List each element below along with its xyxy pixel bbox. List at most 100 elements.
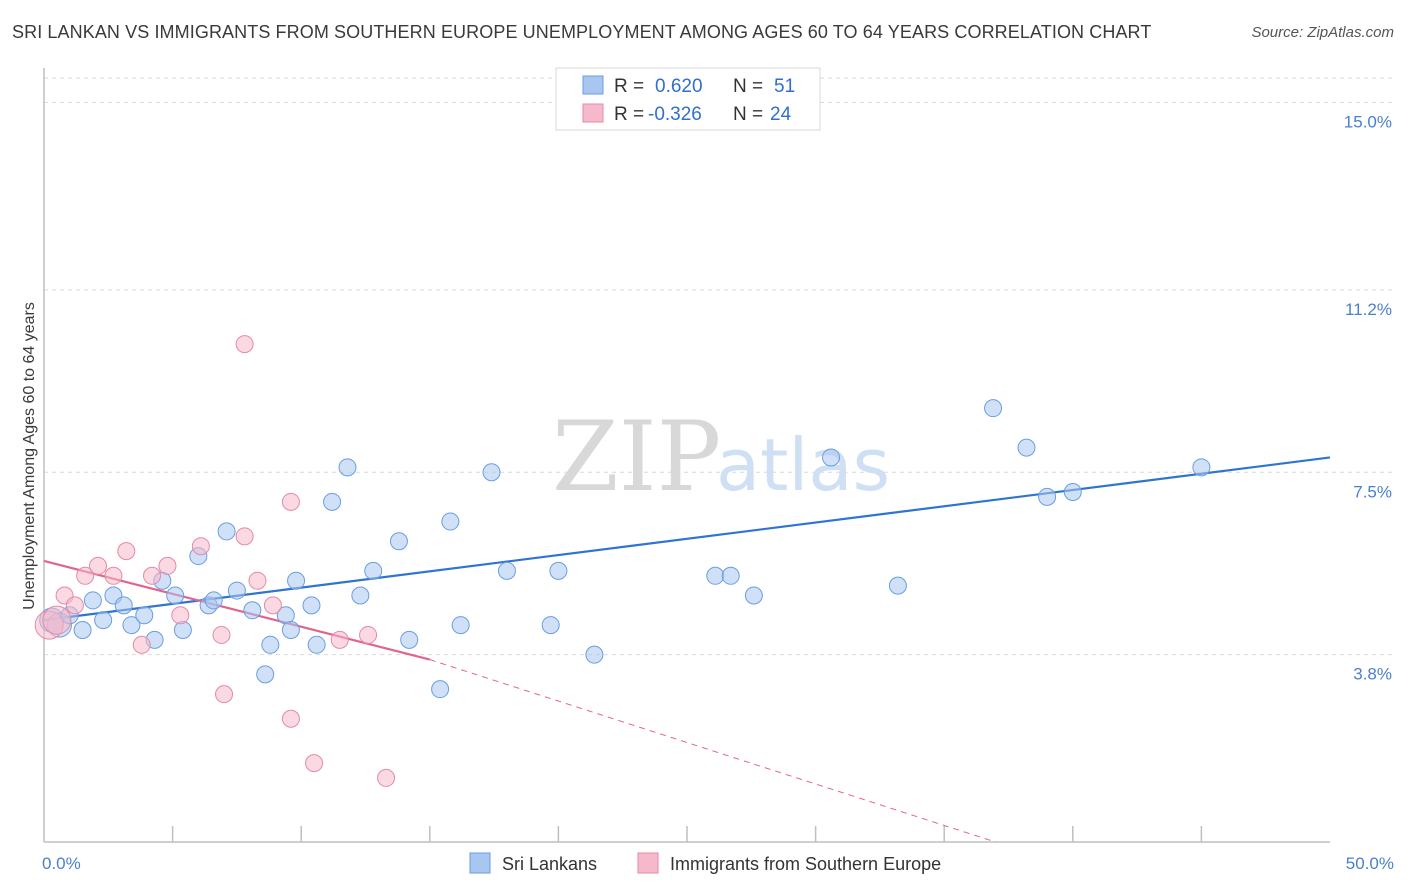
- point-southern-europe: [248, 571, 267, 590]
- x-tick-label: 50.0%: [1346, 854, 1394, 873]
- point-southern-europe: [235, 527, 254, 546]
- point-sri-lankans: [114, 596, 133, 615]
- y-tick-label: 3.8%: [1353, 665, 1392, 684]
- y-tick-label: 11.2%: [1345, 300, 1392, 319]
- point-sri-lankans: [323, 492, 342, 511]
- point-sri-lankans: [94, 611, 113, 630]
- legend-swatch-southern-europe: [637, 852, 659, 874]
- point-southern-europe: [263, 596, 282, 615]
- point-southern-europe: [281, 709, 300, 728]
- point-sri-lankans: [451, 616, 470, 635]
- point-southern-europe: [158, 556, 177, 575]
- source-label: Source: ZipAtlas.com: [1251, 24, 1394, 41]
- trendlines: [43, 456, 1331, 843]
- point-southern-europe: [42, 605, 72, 635]
- point-southern-europe: [117, 542, 136, 561]
- point-sri-lankans: [217, 522, 236, 541]
- point-southern-europe: [132, 635, 151, 654]
- point-southern-europe: [171, 606, 190, 625]
- legend-n-value-1: 51: [774, 76, 795, 97]
- point-southern-europe: [65, 596, 84, 615]
- point-sri-lankans: [364, 561, 383, 580]
- y-axis-label: Unemployment Among Ages 60 to 64 years: [21, 302, 38, 610]
- watermark: ZIP atlas: [552, 401, 890, 513]
- watermark-zip: ZIP: [552, 401, 721, 513]
- point-sri-lankans: [256, 665, 275, 684]
- legend-swatch-sri-lankans: [469, 852, 491, 874]
- y-tick-labels: 3.8% 7.5% 11.2% 15.0%: [1344, 113, 1392, 684]
- point-sri-lankans: [585, 645, 604, 664]
- point-sri-lankans: [351, 586, 370, 605]
- point-southern-europe: [76, 566, 95, 585]
- point-sri-lankans: [1192, 458, 1211, 477]
- point-sri-lankans: [307, 635, 326, 654]
- point-sri-lankans: [984, 399, 1003, 418]
- point-sri-lankans: [281, 621, 300, 640]
- point-sri-lankans: [73, 621, 92, 640]
- correlation-legend: R = 0.620 N = 51 R = -0.326 N = 24: [555, 67, 821, 131]
- point-southern-europe: [305, 754, 324, 773]
- point-sri-lankans: [227, 581, 246, 600]
- point-sri-lankans: [744, 586, 763, 605]
- legend-n-value-2: 24: [770, 104, 792, 125]
- watermark-atlas: atlas: [716, 423, 890, 507]
- point-sri-lankans: [822, 448, 841, 467]
- point-sri-lankans: [541, 616, 560, 635]
- point-southern-europe: [212, 625, 231, 644]
- point-southern-europe: [281, 492, 300, 511]
- legend-r-label-1: R =: [614, 76, 644, 97]
- data-points: [34, 335, 1211, 787]
- legend-label-southern-europe: Immigrants from Southern Europe: [670, 854, 941, 874]
- point-southern-europe: [330, 630, 349, 649]
- legend-n-label-2: N =: [733, 104, 763, 125]
- point-southern-europe: [215, 685, 234, 704]
- legend-r-label-2: R =: [614, 104, 644, 125]
- point-sri-lankans: [389, 532, 408, 551]
- legend-label-sri-lankans: Sri Lankans: [502, 854, 597, 874]
- point-sri-lankans: [173, 621, 192, 640]
- point-southern-europe: [143, 566, 162, 585]
- point-southern-europe: [359, 625, 378, 644]
- point-southern-europe: [235, 335, 254, 354]
- point-sri-lankans: [1063, 482, 1082, 501]
- point-southern-europe: [377, 768, 396, 787]
- x-tick-labels: 0.0% 50.0%: [42, 854, 1394, 873]
- legend-r-value-1: 0.620: [655, 76, 703, 97]
- x-ticks: [171, 826, 1203, 842]
- point-sri-lankans: [1017, 438, 1036, 457]
- point-sri-lankans: [83, 591, 102, 610]
- chart-title: SRI LANKAN VS IMMIGRANTS FROM SOUTHERN E…: [12, 22, 1152, 42]
- point-sri-lankans: [302, 596, 321, 615]
- point-southern-europe: [89, 556, 108, 575]
- point-sri-lankans: [888, 576, 907, 595]
- trendline-southern-europe: [429, 659, 996, 843]
- point-sri-lankans: [204, 591, 223, 610]
- legend-r-value-2: -0.326: [648, 104, 702, 125]
- point-sri-lankans: [400, 630, 419, 649]
- legend-swatch-blue: [582, 75, 604, 95]
- x-tick-label: 0.0%: [42, 854, 81, 873]
- point-sri-lankans: [721, 566, 740, 585]
- legend-swatch-pink: [582, 103, 604, 123]
- point-sri-lankans: [431, 680, 450, 699]
- point-sri-lankans: [549, 561, 568, 580]
- legend-n-label-1: N =: [733, 76, 763, 97]
- point-sri-lankans: [135, 606, 154, 625]
- point-sri-lankans: [338, 458, 357, 477]
- point-sri-lankans: [497, 561, 516, 580]
- series-legend: Sri Lankans Immigrants from Southern Eur…: [469, 852, 941, 874]
- y-tick-label: 7.5%: [1353, 482, 1392, 501]
- point-southern-europe: [104, 566, 123, 585]
- y-tick-label: 15.0%: [1344, 113, 1392, 132]
- point-sri-lankans: [166, 586, 185, 605]
- point-southern-europe: [191, 537, 210, 556]
- point-sri-lankans: [706, 566, 725, 585]
- point-sri-lankans: [261, 635, 280, 654]
- trendline-sri-lankans: [43, 456, 1331, 622]
- point-sri-lankans: [1038, 487, 1057, 506]
- point-sri-lankans: [441, 512, 460, 531]
- point-sri-lankans: [287, 571, 306, 590]
- point-sri-lankans: [122, 616, 141, 635]
- point-sri-lankans: [482, 463, 501, 482]
